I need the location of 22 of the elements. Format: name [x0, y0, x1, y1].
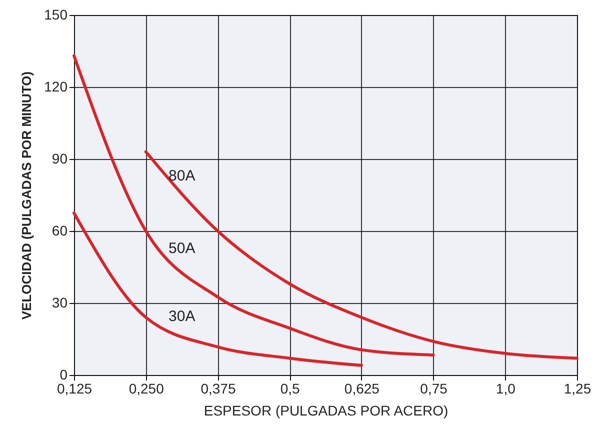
y-tick-label: 30: [52, 294, 68, 310]
x-axis-title: ESPESOR (PULGADAS POR ACERO): [204, 402, 448, 418]
series-label: 30A: [168, 308, 196, 326]
line-series: [144, 150, 578, 360]
line-series: [72, 54, 435, 357]
x-tick-label: 0,125: [56, 380, 92, 396]
x-tick-label: 1,25: [564, 380, 592, 396]
y-tick-label: 120: [44, 78, 68, 94]
x-tick-label: 0,250: [128, 380, 164, 396]
y-tick-label: 90: [52, 150, 68, 166]
x-tick-label: 0,75: [420, 380, 448, 396]
y-tick-label: 0: [60, 366, 68, 382]
x-tick-label: 0,625: [344, 380, 380, 396]
x-tick-label: 0,5: [280, 380, 300, 396]
series-label: 80A: [168, 167, 196, 184]
x-tick-label: 1,0: [496, 380, 516, 396]
x-tick-label: 0,375: [200, 380, 236, 396]
line-series: [72, 212, 363, 367]
y-tick-label: 150: [44, 6, 68, 22]
series-label: 50A: [168, 240, 196, 257]
y-axis-title: VELOCIDAD (PULGADAS POR MINUTO): [19, 71, 34, 320]
y-tick-label: 60: [52, 222, 68, 238]
